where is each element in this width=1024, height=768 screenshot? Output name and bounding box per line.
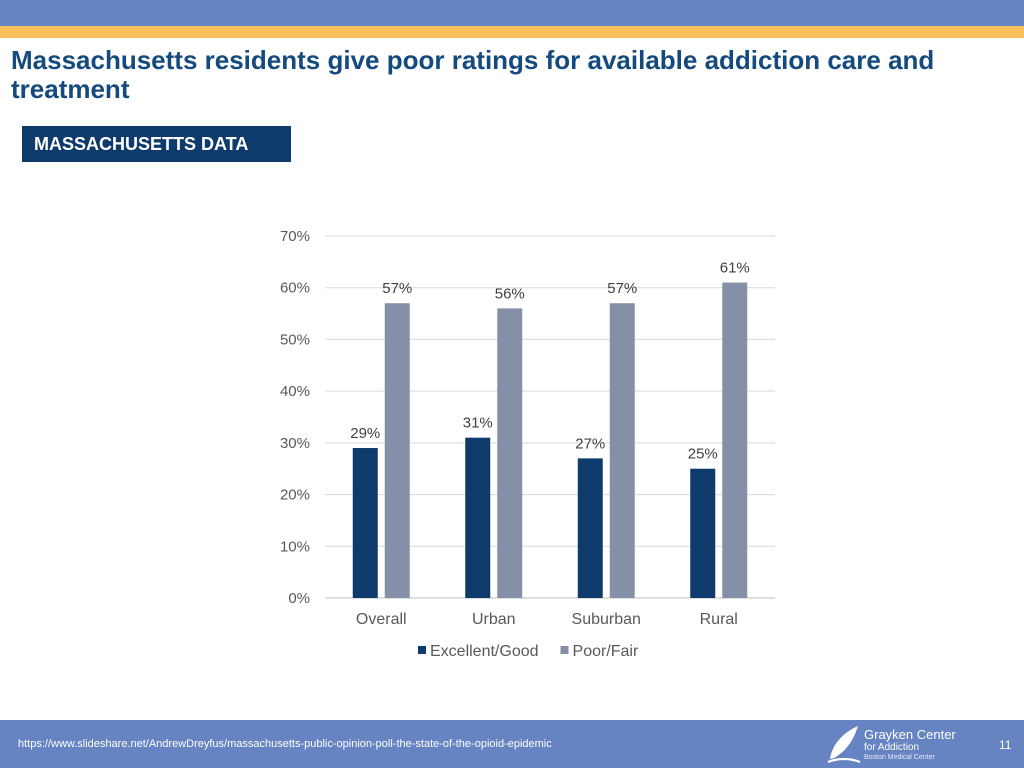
- top-banner: [0, 0, 1024, 26]
- source-url[interactable]: https://www.slideshare.net/AndrewDreyfus…: [18, 738, 552, 750]
- logo-name: Grayken Center: [864, 727, 956, 742]
- data-label: 25%: [688, 446, 718, 463]
- data-label: 57%: [607, 280, 637, 297]
- accent-stripe: [0, 26, 1024, 38]
- grayken-logo: Grayken Center for Addiction Boston Medi…: [824, 724, 974, 764]
- x-tick-label: Suburban: [572, 611, 641, 628]
- data-label: 61%: [720, 260, 750, 277]
- bar: [690, 468, 716, 598]
- page-number: 11: [999, 738, 1012, 752]
- bar: [465, 437, 491, 598]
- bar: [497, 308, 523, 598]
- y-tick-label: 20%: [280, 487, 310, 504]
- legend-swatch: [418, 646, 426, 654]
- bar: [609, 303, 635, 598]
- data-label: 27%: [575, 435, 605, 452]
- x-tick-label: Urban: [472, 611, 516, 628]
- x-tick-label: Rural: [700, 611, 738, 628]
- bar: [722, 282, 748, 598]
- bar: [384, 303, 410, 598]
- y-tick-label: 60%: [280, 280, 310, 297]
- logo-org: Boston Medical Center: [864, 754, 935, 761]
- footer-bar: https://www.slideshare.net/AndrewDreyfus…: [0, 720, 1024, 768]
- y-tick-label: 0%: [288, 590, 310, 607]
- data-label: 31%: [463, 415, 493, 432]
- data-label: 29%: [350, 425, 380, 442]
- y-tick-label: 50%: [280, 331, 310, 348]
- slide-title: Massachusetts residents give poor rating…: [11, 45, 935, 104]
- leaf-flame-icon: [827, 726, 861, 764]
- y-tick-label: 70%: [280, 228, 310, 245]
- legend-swatch: [560, 646, 569, 654]
- logo-subtitle: for Addiction: [864, 742, 920, 753]
- bar: [352, 448, 378, 598]
- bar: [577, 458, 603, 598]
- section-badge: MASSACHUSETTS DATA: [22, 126, 291, 162]
- y-tick-label: 10%: [280, 538, 310, 555]
- legend-label: Excellent/Good: [430, 643, 539, 660]
- data-label: 56%: [495, 285, 525, 302]
- y-tick-label: 40%: [280, 383, 310, 400]
- data-label: 57%: [382, 280, 412, 297]
- bar-chart: 0% 10% 20% 30% 40% 50% 60% 70% 29% 57% Overall 31% 5…: [280, 228, 775, 660]
- x-tick-label: Overall: [356, 611, 407, 628]
- legend-label: Poor/Fair: [573, 643, 639, 660]
- y-tick-label: 30%: [280, 435, 310, 452]
